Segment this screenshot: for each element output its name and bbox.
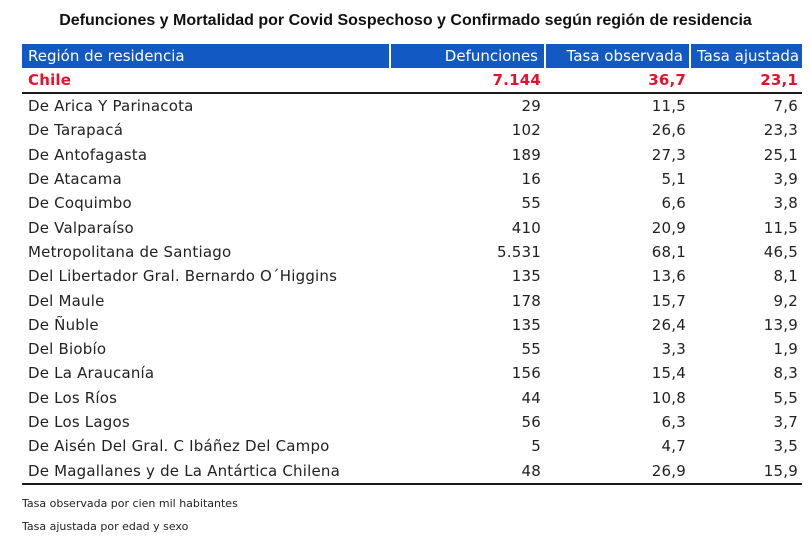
cell-defunciones: 48 <box>390 458 545 485</box>
cell-tasa-ajustada: 13,9 <box>763 315 798 334</box>
cell-region: De Coquimbo <box>28 194 132 213</box>
cell-tasa-ajustada: 3,8 <box>773 194 798 213</box>
table-row: De Ñuble 135 26,4 13,9 <box>22 313 802 337</box>
cell-tasa-observada: 6,3 <box>661 413 686 431</box>
table-row: De Tarapacá 102 26,6 23,3 <box>22 118 802 142</box>
cell-region: De Atacama <box>28 170 122 189</box>
cell-tasa-ajustada: 7,6 <box>773 97 798 116</box>
footnote-tasa-ajustada: Tasa ajustada por edad y sexo <box>22 520 189 533</box>
cell-defunciones: 56 <box>521 413 541 431</box>
cell-tasa-observada: 26,9 <box>545 458 690 485</box>
mortality-table: Región de residencia Defunciones Tasa ob… <box>22 44 802 485</box>
cell-tasa-ajustada: 46,5 <box>763 242 798 261</box>
cell-defunciones: 55 <box>521 194 541 213</box>
cell-tasa-ajustada: 3,7 <box>773 413 798 431</box>
table-row: De Valparaíso 410 20,9 11,5 <box>22 215 802 239</box>
cell-defunciones: 5.531 <box>497 242 541 261</box>
header-tasa-ajustada: Tasa ajustada <box>690 44 802 68</box>
cell-region: De Valparaíso <box>28 218 134 237</box>
cell-region: De Aisén Del Gral. C Ibáñez Del Campo <box>28 437 330 456</box>
cell-defunciones: 135 <box>511 315 541 334</box>
cell-tasa-ajustada: 3,9 <box>773 170 798 189</box>
cell-defunciones: 135 <box>511 267 541 286</box>
cell-tasa-ajustada: 9,2 <box>773 291 798 310</box>
header-region: Región de residencia <box>22 44 391 68</box>
cell-tasa-observada: 4,7 <box>661 437 686 456</box>
cell-tasa-ajustada: 15,9 <box>690 458 802 485</box>
cell-tasa-observada: 26,4 <box>651 315 686 334</box>
table-row: De Los Lagos 56 6,3 3,7 <box>22 410 802 434</box>
cell-defunciones: 156 <box>511 364 541 383</box>
cell-defunciones: 55 <box>521 340 541 359</box>
cell-region: De Los Ríos <box>28 388 118 407</box>
cell-region: De Antofagasta <box>28 145 148 164</box>
cell-tasa-observada: 13,6 <box>651 267 686 286</box>
table-row: Del Libertador Gral. Bernardo O´Higgins 1… <box>22 264 802 288</box>
cell-region: De Los Lagos <box>28 413 130 431</box>
cell-tasa-observada: 15,7 <box>651 291 686 310</box>
cell-region: De La Araucanía <box>28 364 155 383</box>
total-tasa-ajustada: 23,1 <box>690 68 802 94</box>
cell-defunciones: 102 <box>511 121 541 140</box>
cell-tasa-ajustada: 25,1 <box>763 145 798 164</box>
table-row: Metropolitana de Santiago 5.531 68,1 46,5 <box>22 240 802 264</box>
table-row: Del Biobío 55 3,3 1,9 <box>22 337 802 361</box>
cell-region: De Ñuble <box>28 315 99 334</box>
total-defunciones: 7.144 <box>390 68 545 94</box>
cell-tasa-ajustada: 1,9 <box>773 340 798 359</box>
cell-tasa-observada: 10,8 <box>651 388 686 407</box>
header-tasa-observada: Tasa observada <box>545 44 691 68</box>
table-row: De Arica Y Parinacota 29 11,5 7,6 <box>22 93 802 118</box>
cell-defunciones: 16 <box>521 170 541 189</box>
cell-tasa-observada: 26,6 <box>651 121 686 140</box>
cell-tasa-ajustada: 23,3 <box>763 121 798 140</box>
cell-tasa-observada: 27,3 <box>651 145 686 164</box>
cell-tasa-ajustada: 11,5 <box>763 218 798 237</box>
cell-defunciones: 44 <box>521 388 541 407</box>
header-defunciones: Defunciones <box>390 44 546 68</box>
cell-tasa-observada: 20,9 <box>651 218 686 237</box>
cell-tasa-observada: 68,1 <box>651 242 686 261</box>
cell-region: Metropolitana de Santiago <box>28 242 232 261</box>
cell-tasa-observada: 3,3 <box>661 340 686 359</box>
footnote-tasa-observada: Tasa observada por cien mil habitantes <box>22 497 238 510</box>
cell-region: De Arica Y Parinacota <box>28 97 194 116</box>
total-region: Chile <box>22 68 390 94</box>
cell-region: De Magallanes y de La Antártica Chilena <box>22 458 390 485</box>
cell-defunciones: 178 <box>511 291 541 310</box>
total-tasa-observada: 36,7 <box>545 68 690 94</box>
table-row: De Los Ríos 44 10,8 5,5 <box>22 386 802 410</box>
table-row: De Magallanes y de La Antártica Chilena 4… <box>22 458 802 485</box>
cell-region: Del Biobío <box>28 340 107 359</box>
cell-tasa-ajustada: 5,5 <box>773 388 798 407</box>
cell-defunciones: 410 <box>511 218 541 237</box>
header-row: Región de residencia Defunciones Tasa ob… <box>22 44 802 68</box>
table-row: De Atacama 16 5,1 3,9 <box>22 167 802 191</box>
cell-tasa-observada: 6,6 <box>661 194 686 213</box>
cell-region: Del Maule <box>28 291 105 310</box>
table-row: De Antofagasta 189 27,3 25,1 <box>22 143 802 167</box>
table-row: Del Maule 178 15,7 9,2 <box>22 288 802 312</box>
cell-defunciones: 189 <box>511 145 541 164</box>
cell-defunciones: 5 <box>531 437 541 456</box>
table-row: De La Araucanía 156 15,4 8,3 <box>22 361 802 385</box>
total-row: Chile 7.144 36,7 23,1 <box>22 68 802 94</box>
table-row: De Aisén Del Gral. C Ibáñez Del Campo 5 4,… <box>22 434 802 458</box>
cell-region: De Tarapacá <box>28 121 124 140</box>
cell-defunciones: 29 <box>521 97 541 116</box>
cell-tasa-ajustada: 3,5 <box>773 437 798 456</box>
cell-tasa-ajustada: 8,3 <box>773 364 798 383</box>
cell-tasa-observada: 15,4 <box>651 364 686 383</box>
table-title: Defunciones y Mortalidad por Covid Sospe… <box>59 12 752 29</box>
cell-tasa-observada: 11,5 <box>651 97 686 116</box>
table-row: De Coquimbo 55 6,6 3,8 <box>22 191 802 215</box>
cell-region: Del Libertador Gral. Bernardo O´Higgins <box>28 267 338 286</box>
cell-tasa-observada: 5,1 <box>661 170 686 189</box>
cell-tasa-ajustada: 8,1 <box>773 267 798 286</box>
